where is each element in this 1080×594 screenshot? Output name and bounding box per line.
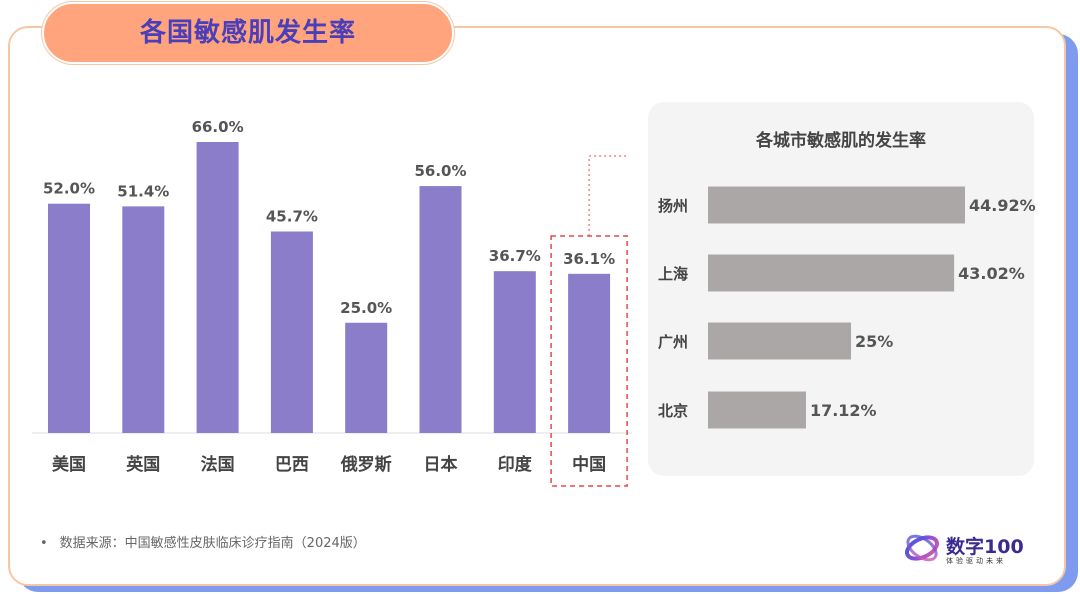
country-label: 英国 bbox=[126, 454, 160, 475]
country-bar-value: 56.0% bbox=[414, 162, 466, 180]
country-bar-value: 36.7% bbox=[489, 247, 541, 265]
city-bar-value: 44.92% bbox=[969, 196, 1036, 215]
country-bar bbox=[270, 231, 313, 433]
country-label: 中国 bbox=[572, 454, 606, 475]
country-label: 法国 bbox=[201, 454, 235, 475]
country-bar-value: 36.1% bbox=[563, 250, 615, 268]
country-bar bbox=[122, 206, 165, 433]
source-text: 数据来源：中国敏感性皮肤临床诊疗指南（2024版） bbox=[59, 536, 366, 551]
country-bar-value: 51.4% bbox=[117, 182, 169, 200]
country-bar-chart: 52.0% 美国 51.4% 英国 66.0% 法国 45.7% 巴西 25.0% 俄罗斯 56.0… bbox=[32, 118, 632, 487]
city-label: 上海 bbox=[658, 265, 688, 283]
country-label: 巴西 bbox=[275, 455, 309, 475]
page-title: 各国敏感肌发生率 bbox=[139, 18, 356, 48]
logo-text: 数字100 bbox=[946, 536, 1024, 558]
city-bar-chart: 扬州 44.92% 上海 43.02% 广州 25% 北京 17.12% bbox=[658, 186, 1036, 429]
title-pill bbox=[42, 2, 454, 64]
country-bar bbox=[48, 203, 90, 433]
city-bar bbox=[708, 322, 852, 360]
city-bar-value: 17.12% bbox=[810, 401, 877, 420]
country-bar-value: 52.0% bbox=[43, 180, 95, 198]
country-bar-value: 45.7% bbox=[266, 208, 318, 226]
country-label: 日本 bbox=[424, 454, 458, 475]
city-bar-value: 43.02% bbox=[958, 264, 1025, 283]
country-label: 印度 bbox=[498, 454, 533, 475]
city-chart-title: 各城市敏感肌的发生率 bbox=[756, 131, 926, 151]
city-label: 广州 bbox=[658, 333, 688, 351]
city-label: 北京 bbox=[658, 402, 688, 420]
city-bar bbox=[708, 254, 955, 292]
country-bar bbox=[568, 273, 611, 433]
country-bar bbox=[345, 322, 388, 433]
country-bar-value: 66.0% bbox=[192, 118, 244, 136]
city-bar-value: 25% bbox=[855, 332, 893, 351]
country-label: 美国 bbox=[52, 454, 86, 475]
country-bar bbox=[196, 142, 239, 433]
logo-subtitle: 体验驱动未来 bbox=[946, 557, 1006, 565]
source-bullet: • bbox=[40, 536, 48, 551]
country-bar bbox=[419, 186, 462, 433]
country-bar bbox=[493, 271, 536, 433]
city-label: 扬州 bbox=[658, 197, 688, 215]
highlight-connector bbox=[588, 155, 628, 236]
country-label: 俄罗斯 bbox=[340, 454, 392, 475]
logo-icon bbox=[905, 534, 939, 562]
city-bar bbox=[708, 186, 965, 224]
source-note: • 数据来源：中国敏感性皮肤临床诊疗指南（2024版） bbox=[40, 532, 366, 551]
city-bar bbox=[708, 391, 806, 429]
country-bar-value: 25.0% bbox=[340, 299, 392, 317]
